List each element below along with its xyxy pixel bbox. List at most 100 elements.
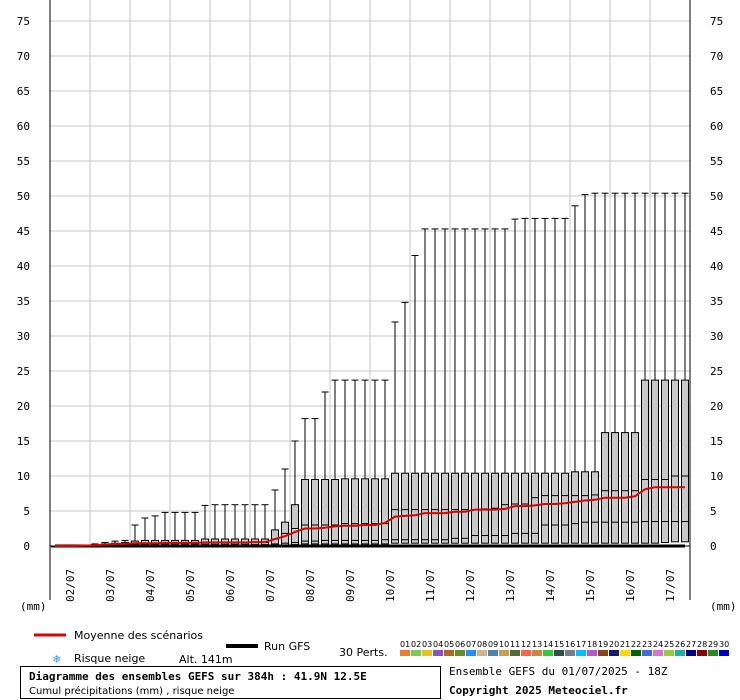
- box: [431, 472, 439, 544]
- y-tick-label-right: 65: [710, 85, 723, 98]
- x-tick-label: 09/07: [344, 569, 357, 602]
- pert-color-swatch: [664, 650, 674, 656]
- box: [671, 379, 679, 543]
- pert-color-swatch: [675, 650, 685, 656]
- box: [561, 472, 569, 544]
- y-axis-right: 0 5 10 15 20 25 30 35 40 45 50 55 60 65 70 75: [710, 15, 723, 553]
- box: [361, 478, 369, 545]
- pert-color-swatch: [609, 650, 619, 656]
- pert-id-label: 21: [620, 640, 630, 649]
- box: [571, 471, 579, 544]
- y-tick-label-right: 20: [710, 400, 723, 413]
- box: [451, 472, 459, 544]
- pert-color-swatch: [422, 650, 432, 656]
- pert-color-swatch: [697, 650, 707, 656]
- box: [311, 479, 319, 545]
- pert-color-swatch: [510, 650, 520, 656]
- box: [381, 478, 389, 545]
- box: [321, 479, 329, 545]
- pert-color-swatch: [719, 650, 729, 656]
- box: [341, 478, 349, 545]
- pert-id-label: 10: [499, 640, 509, 649]
- y-tick-label-right: 70: [710, 50, 723, 63]
- x-tick-label: 17/07: [664, 569, 677, 602]
- pert-id-label: 30: [719, 640, 729, 649]
- y-tick-label: 45: [17, 225, 30, 238]
- box: [601, 432, 609, 544]
- x-tick-label: 11/07: [424, 569, 437, 602]
- x-tick-label: 12/07: [464, 569, 477, 602]
- y-tick-label: 25: [17, 365, 30, 378]
- pert-color-swatch: [565, 650, 575, 656]
- box: [461, 472, 469, 544]
- y-tick-label: 0: [23, 540, 30, 553]
- pert-id-label: 12: [521, 640, 531, 649]
- box: [411, 472, 419, 544]
- pert-id-label: 08: [477, 640, 487, 649]
- pert-id-label: 07: [466, 640, 476, 649]
- pert-color-swatch: [543, 650, 553, 656]
- x-tick-label: 15/07: [584, 569, 597, 602]
- y-tick-label-right: 50: [710, 190, 723, 203]
- x-tick-label: 06/07: [224, 569, 237, 602]
- pert-id-label: 13: [532, 640, 542, 649]
- box: [641, 379, 649, 544]
- y-tick-label-right: 5: [710, 505, 717, 518]
- pert-color-swatch: [686, 650, 696, 656]
- pert-color-swatch: [499, 650, 509, 656]
- mean-line: [55, 486, 685, 547]
- x-tick-label: 05/07: [184, 569, 197, 602]
- box: [581, 471, 589, 544]
- box: [531, 472, 539, 544]
- y-unit-right: (mm): [710, 600, 737, 613]
- pert-id-label: 23: [642, 640, 652, 649]
- pert-id-label: 22: [631, 640, 641, 649]
- x-tick-label: 02/07: [64, 569, 77, 602]
- box: [331, 479, 339, 545]
- pert-color-swatch: [576, 650, 586, 656]
- pert-color-swatch: [488, 650, 498, 656]
- box: [471, 472, 479, 544]
- x-tick-label: 10/07: [384, 569, 397, 602]
- pert-color-swatch: [598, 650, 608, 656]
- chart-title: Diagramme des ensembles GEFS sur 384h : …: [29, 670, 367, 683]
- box: [521, 472, 529, 544]
- x-tick-label: 04/07: [144, 569, 157, 602]
- box: [591, 471, 599, 544]
- x-axis: 02/07 03/07 04/07 05/07 06/07 07/07 08/07 09/07…: [64, 569, 677, 602]
- box: [481, 472, 489, 544]
- pert-color-swatch: [708, 650, 718, 656]
- gfs-legend-label: Run GFS: [264, 640, 311, 653]
- x-tick-label: 14/07: [544, 569, 557, 602]
- y-tick-label-right: 75: [710, 15, 723, 28]
- y-tick-label: 65: [17, 85, 30, 98]
- run-info: Ensemble GEFS du 01/07/2025 - 18Z: [449, 665, 668, 678]
- pert-id-label: 03: [422, 640, 432, 649]
- y-unit-left: (mm): [20, 600, 47, 613]
- x-tick-label: 07/07: [264, 569, 277, 602]
- pert-color-swatch: [631, 650, 641, 656]
- y-tick-label-right: 45: [710, 225, 723, 238]
- pert-color-swatch: [532, 650, 542, 656]
- altitude-label: Alt. 141m: [179, 653, 233, 666]
- pert-id-label: 19: [598, 640, 608, 649]
- y-tick-label: 35: [17, 295, 30, 308]
- pert-color-swatch: [411, 650, 421, 656]
- y-tick-label-right: 15: [710, 435, 723, 448]
- x-tick-label: 16/07: [624, 569, 637, 602]
- y-tick-label: 75: [17, 15, 30, 28]
- y-tick-label: 10: [17, 470, 30, 483]
- snow-legend-label: Risque neige: [74, 652, 146, 665]
- y-tick-label: 60: [17, 120, 30, 133]
- y-tick-label-right: 0: [710, 540, 717, 553]
- y-axis-left: 0 5 10 15 20 25 30 35 40 45 50 55 60 65 70 75: [17, 15, 30, 553]
- pert-id-label: 15: [554, 640, 564, 649]
- pert-color-swatch: [455, 650, 465, 656]
- y-tick-label-right: 60: [710, 120, 723, 133]
- y-tick-label: 50: [17, 190, 30, 203]
- box: [391, 472, 399, 544]
- series-lines: [55, 486, 685, 548]
- pert-id-label: 01: [400, 640, 410, 649]
- pert-id-label: 17: [576, 640, 586, 649]
